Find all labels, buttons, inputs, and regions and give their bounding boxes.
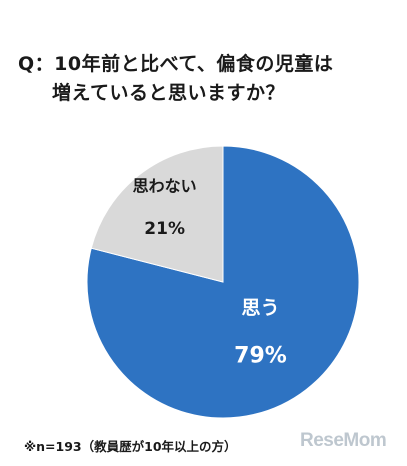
pie-category-label: 思う: [242, 297, 280, 319]
chart-title-line-2: 増えていると思いますか？: [52, 82, 286, 104]
pie-value-label: 79%: [234, 343, 287, 368]
pie-value-label: 21%: [144, 219, 185, 239]
chart-title: Q：10年前と比べて、偏食の児童は 増えていると思いますか？: [18, 50, 398, 108]
footnote: ※n=193（教員歴が10年以上の方）: [24, 439, 237, 454]
pie-category-label: 思わない: [133, 176, 197, 195]
pie-slice-omowanai: [90, 145, 224, 283]
watermark-logo: ReseMom: [300, 430, 387, 451]
chart-title-line-1: Q：10年前と比べて、偏食の児童は: [18, 53, 334, 75]
